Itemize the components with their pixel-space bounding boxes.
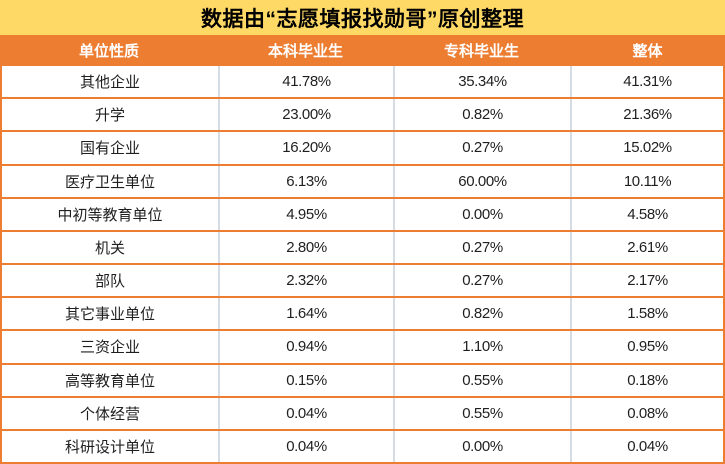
cell-college-value: 0.27% — [393, 231, 570, 264]
cell-overall-value: 15.02% — [570, 132, 723, 164]
header-cell-undergrad: 本科毕业生 — [267, 43, 343, 60]
cell-college-value: 1.10% — [393, 331, 570, 363]
header-cell-unit-type: 单位性质 — [78, 43, 139, 60]
cell-college-value: 0.00% — [393, 430, 570, 463]
cell-undergrad-value: 4.95% — [218, 198, 393, 230]
table-row: 其他企业 41.78% 35.34% 41.31% — [2, 66, 723, 98]
table-row: 升学 23.00% 0.82% 21.36% — [2, 97, 723, 131]
cell-overall-value: 41.31% — [570, 66, 723, 98]
cell-undergrad-value: 0.04% — [218, 397, 393, 429]
cell-unit-type: 中初等教育单位 — [57, 206, 163, 224]
cell-undergrad-value: 2.80% — [218, 231, 393, 264]
table-row: 高等教育单位 0.15% 0.55% 0.18% — [2, 362, 723, 396]
cell-unit-type: 机关 — [94, 239, 125, 257]
cell-overall-value: 0.18% — [570, 364, 723, 396]
cell-college-value: 0.27% — [393, 132, 570, 164]
cell-unit-type: 科研设计单位 — [64, 438, 155, 456]
cell-unit-type: 部队 — [94, 273, 125, 291]
cell-college-value: 0.55% — [393, 397, 570, 429]
cell-college-value: 0.00% — [393, 198, 570, 230]
cell-unit-type: 三资企业 — [79, 339, 140, 357]
cell-unit-type: 其他企业 — [79, 74, 140, 92]
cell-unit-type: 升学 — [94, 107, 125, 125]
cell-overall-value: 10.11% — [570, 165, 723, 197]
cell-undergrad-value: 23.00% — [218, 99, 393, 131]
cell-undergrad-value: 0.04% — [218, 430, 393, 463]
cell-unit-type: 个体经营 — [79, 405, 140, 423]
table-row: 个体经营 0.04% 0.55% 0.08% — [2, 395, 723, 429]
cell-college-value: 0.27% — [393, 265, 570, 297]
cell-overall-value: 4.58% — [570, 198, 723, 230]
table-row: 机关 2.80% 0.27% 2.61% — [2, 229, 723, 264]
cell-unit-type: 高等教育单位 — [64, 372, 155, 390]
page-title: 数据由“志愿填报找勋哥”原创整理 — [201, 7, 524, 31]
table-row: 其它事业单位 1.64% 0.82% 1.58% — [2, 296, 723, 330]
cell-college-value: 0.82% — [393, 99, 570, 131]
table-row: 中初等教育单位 4.95% 0.00% 4.58% — [2, 196, 723, 230]
table-row: 国有企业 16.20% 0.27% 15.02% — [2, 130, 723, 164]
cell-undergrad-value: 0.94% — [218, 331, 393, 363]
table-row: 三资企业 0.94% 1.10% 0.95% — [2, 329, 723, 363]
cell-overall-value: 1.58% — [570, 298, 723, 330]
cell-college-value: 0.82% — [393, 298, 570, 330]
cell-undergrad-value: 41.78% — [218, 66, 393, 98]
header-cell-overall: 整体 — [632, 43, 663, 60]
cell-overall-value: 0.95% — [570, 331, 723, 363]
cell-college-value: 35.34% — [393, 66, 570, 98]
cell-undergrad-value: 0.15% — [218, 364, 393, 396]
cell-undergrad-value: 16.20% — [218, 132, 393, 164]
cell-unit-type: 国有企业 — [79, 140, 140, 158]
cell-undergrad-value: 6.13% — [218, 165, 393, 197]
cell-undergrad-value: 1.64% — [218, 298, 393, 330]
header-cell-college: 专科毕业生 — [443, 43, 519, 60]
cell-college-value: 60.00% — [393, 165, 570, 197]
cell-unit-type: 医疗卫生单位 — [64, 173, 155, 191]
cell-overall-value: 21.36% — [570, 99, 723, 131]
table-row: 医疗卫生单位 6.13% 60.00% 10.11% — [2, 163, 723, 197]
title-bar: 数据由“志愿填报找勋哥”原创整理 — [0, 0, 725, 35]
cell-college-value: 0.55% — [393, 364, 570, 396]
cell-overall-value: 0.08% — [570, 397, 723, 429]
table-header-row: 单位性质 本科毕业生 专科毕业生 整体 — [0, 35, 725, 66]
cell-undergrad-value: 2.32% — [218, 265, 393, 297]
cell-overall-value: 0.04% — [570, 430, 723, 463]
cell-overall-value: 2.61% — [570, 231, 723, 264]
table-body: 其他企业 41.78% 35.34% 41.31% 升学 23.00% 0.82… — [0, 66, 725, 464]
cell-unit-type: 其它事业单位 — [64, 306, 155, 324]
cell-overall-value: 2.17% — [570, 265, 723, 297]
table-row: 科研设计单位 0.04% 0.00% 0.04% — [2, 428, 723, 463]
table-row: 部队 2.32% 0.27% 2.17% — [2, 263, 723, 297]
